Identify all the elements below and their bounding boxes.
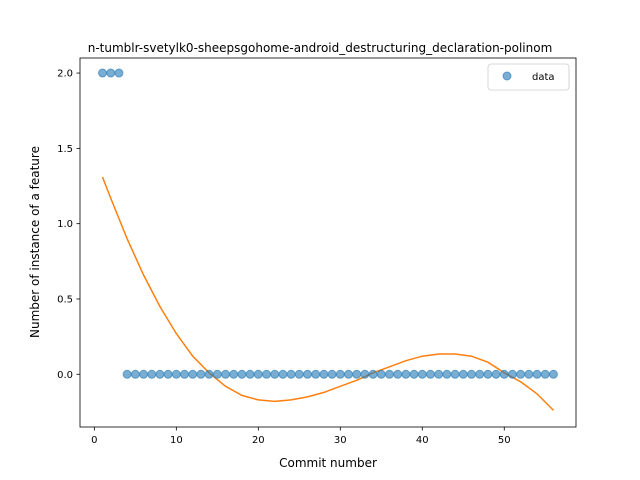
data-point — [204, 369, 214, 379]
data-point — [139, 369, 149, 379]
data-point — [499, 369, 509, 379]
data-point — [106, 68, 116, 78]
data-point — [303, 369, 313, 379]
y-tick-label: 1.5 — [57, 144, 73, 155]
data-point — [98, 68, 108, 78]
y-axis-label: Number of instance of a feature — [28, 146, 42, 338]
data-point — [352, 369, 362, 379]
data-point — [384, 369, 394, 379]
data-point — [368, 369, 378, 379]
data-point — [548, 369, 558, 379]
data-point — [155, 369, 165, 379]
x-axis-label: Commit number — [279, 456, 377, 470]
data-point — [475, 369, 485, 379]
data-point — [393, 369, 403, 379]
x-tick-label: 50 — [498, 435, 511, 446]
data-point — [294, 369, 304, 379]
data-point — [442, 369, 452, 379]
data-point — [360, 369, 370, 379]
x-tick-label: 40 — [416, 435, 429, 446]
y-tick-label: 1.0 — [57, 219, 73, 230]
y-tick-label: 0.0 — [57, 370, 73, 381]
legend-label-data: data — [532, 72, 555, 83]
data-point — [245, 369, 255, 379]
chart-title: n-tumblr-svetylk0-sheepsgohome-android_d… — [88, 41, 553, 55]
data-point — [434, 369, 444, 379]
data-point — [270, 369, 280, 379]
data-point — [466, 369, 476, 379]
data-point — [491, 369, 501, 379]
data-point — [237, 369, 247, 379]
legend-box — [487, 63, 570, 91]
data-point — [114, 68, 124, 78]
axes-frame — [79, 57, 577, 428]
x-tick-label: 20 — [252, 435, 265, 446]
data-point — [188, 369, 198, 379]
data-point — [425, 369, 435, 379]
data-point — [401, 369, 411, 379]
data-point — [229, 369, 239, 379]
data-point — [335, 369, 345, 379]
data-point — [483, 369, 493, 379]
data-point — [147, 369, 157, 379]
data-point — [458, 369, 468, 379]
data-point — [327, 369, 337, 379]
data-point — [278, 369, 288, 379]
data-point — [376, 369, 386, 379]
fit-line — [101, 176, 555, 411]
data-point — [212, 369, 222, 379]
data-point — [311, 369, 321, 379]
data-point — [540, 369, 550, 379]
data-point — [130, 369, 140, 379]
data-point — [253, 369, 263, 379]
data-point — [122, 369, 132, 379]
data-point — [196, 369, 206, 379]
data-point — [524, 369, 534, 379]
data-point — [507, 369, 517, 379]
data-point — [221, 369, 231, 379]
data-point — [417, 369, 427, 379]
data-point — [516, 369, 526, 379]
x-tick-label: 0 — [91, 435, 97, 446]
data-point — [171, 369, 181, 379]
x-tick-label: 10 — [170, 435, 183, 446]
data-point — [286, 369, 296, 379]
data-point — [319, 369, 329, 379]
data-point — [532, 369, 542, 379]
legend-marker-data — [502, 71, 512, 81]
x-tick-label: 30 — [334, 435, 347, 446]
data-point — [180, 369, 190, 379]
plot-area: 0 10 20 30 40 50 0.0 0.5 1.0 1.5 2.0 — [57, 68, 558, 446]
data-point — [262, 369, 272, 379]
y-tick-label: 2.0 — [57, 69, 73, 80]
data-point — [343, 369, 353, 379]
y-tick-label: 0.5 — [57, 294, 73, 305]
legend: data — [487, 63, 570, 91]
data-point — [450, 369, 460, 379]
data-point — [409, 369, 419, 379]
data-point — [163, 369, 173, 379]
